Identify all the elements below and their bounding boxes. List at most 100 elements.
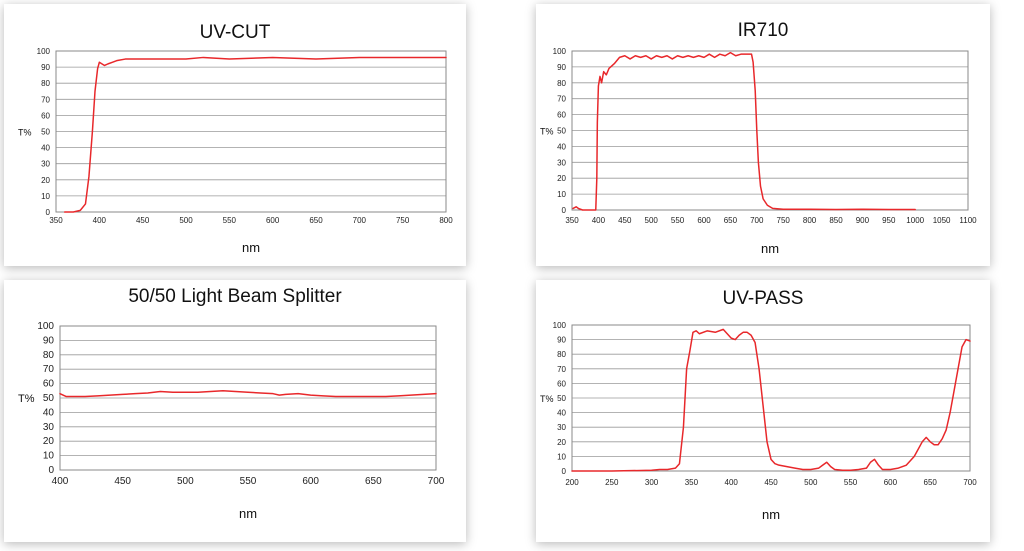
- x-tick-label: 400: [52, 476, 69, 487]
- y-tick-label: 0: [48, 465, 54, 476]
- y-axis-label: T%: [540, 394, 554, 404]
- y-tick-label: 20: [41, 176, 50, 185]
- x-tick-label: 900: [856, 216, 870, 225]
- y-tick-label: 60: [43, 379, 55, 390]
- x-tick-label: 650: [365, 476, 382, 487]
- y-tick-label: 30: [43, 422, 55, 433]
- x-tick-label: 700: [428, 476, 445, 487]
- chart-panel-uv-cut: UV-CUT 0 10 20 30 40 50 60 70 80 90 100 350 400 450 500…: [4, 4, 466, 266]
- x-tick-label: 450: [114, 476, 131, 487]
- y-tick-label: 100: [37, 47, 51, 56]
- transmission-curve: [572, 51, 916, 211]
- x-axis-label: nm: [239, 506, 257, 521]
- x-tick-label: 650: [309, 216, 323, 225]
- y-axis-label: T%: [540, 127, 554, 137]
- x-tick-label: 650: [924, 478, 938, 487]
- plot-frame: [571, 324, 971, 472]
- chart-beam-splitter: 50/50 Light Beam Splitter 0 10 20 30 40 50 60 70…: [18, 286, 445, 521]
- x-tick-label: 650: [724, 216, 738, 225]
- y-tick-label: 100: [37, 321, 54, 332]
- chart-panel-uv-pass: UV-PASS 0 10 20 30 40 50 60 70 80 90 100 200 250 300 35…: [536, 280, 990, 542]
- x-tick-label: 700: [353, 216, 367, 225]
- chart-title: IR710: [738, 20, 789, 41]
- plot-frame: [571, 50, 969, 211]
- y-tick-label: 40: [557, 409, 566, 418]
- y-tick-label: 30: [557, 158, 566, 167]
- y-tick-label: 30: [557, 423, 566, 432]
- x-tick-label: 450: [764, 478, 778, 487]
- x-tick-label: 600: [302, 476, 319, 487]
- y-tick-label: 10: [43, 451, 55, 462]
- y-tick-label: 40: [43, 407, 55, 418]
- y-tick-label: 60: [41, 111, 50, 120]
- x-tick-label: 600: [266, 216, 280, 225]
- y-tick-label: 10: [557, 190, 566, 199]
- x-tick-label: 350: [685, 478, 699, 487]
- y-tick-label: 10: [557, 452, 566, 461]
- chart-uv-cut: UV-CUT 0 10 20 30 40 50 60 70 80 90 100 350 400 450 500…: [18, 22, 453, 255]
- x-tick-label: 500: [179, 216, 193, 225]
- chart-title: UV-PASS: [723, 288, 804, 309]
- plot-frame: [55, 50, 447, 213]
- x-axis-label: nm: [762, 507, 780, 522]
- x-tick-label: 350: [49, 216, 63, 225]
- x-tick-label: 750: [777, 216, 791, 225]
- y-tick-label: 100: [553, 321, 567, 330]
- y-tick-label: 50: [557, 394, 566, 403]
- chart-uv-pass: UV-PASS 0 10 20 30 40 50 60 70 80 90 100 200 250 300 35…: [540, 288, 977, 522]
- y-tick-label: 20: [557, 174, 566, 183]
- x-tick-label: 1000: [906, 216, 924, 225]
- y-tick-label: 90: [557, 63, 566, 72]
- x-tick-label: 350: [565, 216, 579, 225]
- y-tick-label: 60: [557, 111, 566, 120]
- plot-frame: [59, 325, 437, 471]
- x-tick-label: 550: [240, 476, 257, 487]
- y-tick-label: 80: [43, 350, 55, 361]
- y-tick-label: 60: [557, 379, 566, 388]
- y-tick-label: 50: [41, 128, 50, 137]
- y-tick-label: 0: [562, 467, 567, 476]
- x-tick-label: 800: [439, 216, 453, 225]
- transmission-curve: [571, 328, 971, 472]
- x-tick-label: 500: [804, 478, 818, 487]
- y-tick-label: 100: [553, 47, 567, 56]
- chart-panel-beam-splitter: 50/50 Light Beam Splitter 0 10 20 30 40 50 60 70…: [4, 280, 466, 542]
- transmission-curve: [63, 56, 447, 213]
- x-tick-label: 400: [725, 478, 739, 487]
- x-tick-label: 750: [396, 216, 410, 225]
- x-tick-label: 300: [645, 478, 659, 487]
- x-tick-label: 950: [882, 216, 896, 225]
- x-tick-label: 500: [177, 476, 194, 487]
- x-tick-label: 850: [829, 216, 843, 225]
- y-axis-label: T%: [18, 128, 32, 138]
- x-tick-label: 800: [803, 216, 817, 225]
- y-tick-label: 90: [557, 336, 566, 345]
- x-tick-label: 600: [697, 216, 711, 225]
- y-tick-label: 80: [41, 79, 50, 88]
- y-axis-label: T%: [18, 393, 35, 405]
- chart-title: 50/50 Light Beam Splitter: [128, 286, 342, 307]
- x-tick-label: 500: [645, 216, 659, 225]
- y-tick-label: 90: [41, 63, 50, 72]
- y-tick-label: 40: [41, 144, 50, 153]
- chart-panel-ir710: IR710 0 10 20 30 40 50 60 70 80 90 100 350 400 450 500 5…: [536, 4, 990, 266]
- x-tick-label: 550: [671, 216, 685, 225]
- x-tick-label: 450: [618, 216, 632, 225]
- chart-ir710: IR710 0 10 20 30 40 50 60 70 80 90 100 350 400 450 500 5…: [540, 20, 977, 256]
- y-tick-label: 70: [557, 365, 566, 374]
- y-tick-label: 20: [557, 438, 566, 447]
- x-tick-label: 1100: [959, 216, 977, 225]
- y-tick-label: 20: [43, 436, 55, 447]
- y-tick-label: 0: [562, 206, 567, 215]
- y-tick-label: 30: [41, 160, 50, 169]
- y-tick-label: 0: [46, 208, 51, 217]
- x-tick-label: 700: [750, 216, 764, 225]
- x-tick-label: 700: [963, 478, 977, 487]
- y-tick-label: 70: [41, 95, 50, 104]
- x-tick-label: 250: [605, 478, 619, 487]
- y-tick-label: 70: [557, 95, 566, 104]
- transmission-curve: [59, 390, 437, 398]
- chart-title: UV-CUT: [200, 22, 271, 43]
- x-tick-label: 1050: [933, 216, 951, 225]
- x-tick-label: 400: [592, 216, 606, 225]
